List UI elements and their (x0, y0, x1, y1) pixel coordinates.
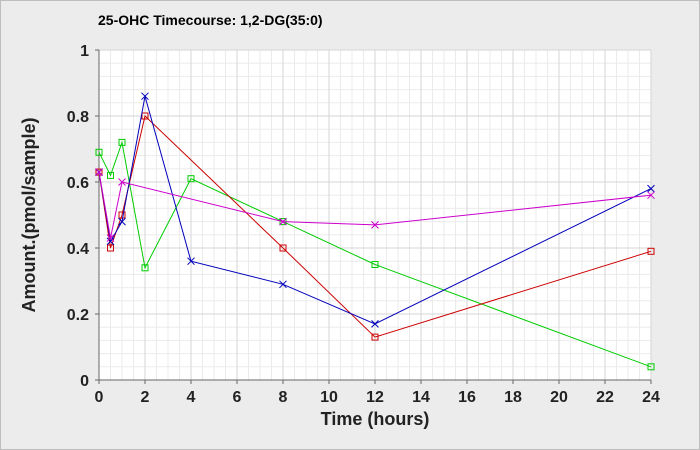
x-tick-label: 24 (642, 389, 660, 406)
data-point (187, 257, 195, 266)
data-point (647, 247, 655, 255)
data-point (118, 211, 126, 219)
data-point (107, 171, 114, 179)
x-tick-label: 6 (233, 389, 242, 406)
data-point (279, 244, 287, 252)
y-tick-label: 1 (80, 43, 89, 60)
data-point (371, 333, 379, 341)
y-tick-label: 0.8 (67, 109, 89, 126)
x-tick-label: 10 (320, 389, 338, 406)
data-point (95, 148, 103, 156)
data-point (647, 363, 655, 371)
data-point (118, 138, 126, 146)
data-point (279, 280, 287, 289)
y-axis-label: Amount.(pmol/sample) (19, 117, 39, 312)
data-point (371, 320, 379, 328)
grid (98, 49, 652, 381)
data-point (141, 92, 149, 101)
series-line (98, 96, 652, 325)
data-point (141, 264, 149, 272)
x-tick-label: 16 (458, 389, 476, 406)
data-point (371, 261, 379, 268)
x-tick-label: 4 (187, 389, 196, 406)
y-tick-label: 0.2 (67, 307, 89, 324)
series-group (95, 92, 655, 371)
x-tick-label: 12 (366, 389, 384, 406)
series-line (98, 140, 652, 368)
y-tick-label: 0.4 (67, 241, 89, 258)
series-line (98, 172, 652, 239)
data-point (118, 217, 126, 226)
data-point (647, 191, 655, 200)
data-point (107, 244, 114, 252)
data-point (371, 221, 379, 229)
data-point (187, 175, 195, 183)
data-point (118, 178, 126, 186)
x-axis-label: Time (hours) (321, 409, 430, 429)
x-tick-label: 20 (550, 389, 568, 406)
data-point (95, 168, 103, 176)
series-line (98, 115, 652, 338)
x-tick-label: 2 (141, 389, 150, 406)
series-1 (95, 138, 655, 371)
data-point (279, 217, 287, 226)
data-point (141, 112, 149, 120)
series-4 (95, 168, 655, 242)
x-tick-label: 0 (95, 389, 104, 406)
x-tick-label: 22 (596, 389, 614, 406)
y-tick-label: 0.6 (67, 175, 89, 192)
x-tick-label: 14 (412, 389, 430, 406)
data-point (647, 184, 655, 193)
data-point (106, 234, 115, 242)
data-point (106, 237, 115, 246)
x-tick-label: 18 (504, 389, 522, 406)
chart-title: 25-OHC Timecourse: 1,2-DG(35:0) (98, 12, 323, 28)
y-tick-label: 0 (80, 373, 89, 390)
x-tick-label: 8 (279, 389, 288, 406)
